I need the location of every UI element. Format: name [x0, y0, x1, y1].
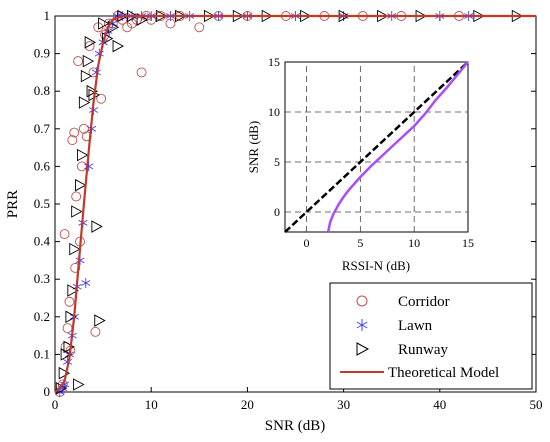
runway-point	[82, 54, 95, 68]
inset-x-tick-label: 15	[462, 236, 474, 250]
legend: Corridor Lawn Runway Theoretical Model	[329, 282, 533, 390]
runway-point	[86, 84, 98, 98]
y-tick-label: 0.7	[34, 121, 51, 136]
runway-point	[112, 39, 124, 53]
y-axis-label: PRR	[5, 190, 21, 218]
inset-x-axis-label: RSSI-N (dB)	[342, 258, 410, 273]
main-plot-marks	[54, 9, 536, 397]
inset-y-tick-label: 15	[268, 55, 280, 69]
inset-x-tick-label: 0	[304, 236, 310, 250]
corridor-point	[71, 191, 82, 202]
runway-point	[84, 36, 97, 49]
y-tick-label: 0.1	[34, 346, 50, 361]
lawn-point	[81, 277, 91, 288]
runway-point	[73, 378, 85, 391]
x-tick-label: 20	[241, 397, 254, 412]
legend-symbol-runway	[356, 342, 370, 356]
runway-point	[65, 310, 77, 324]
inset-axis-ticks: 0 5 10 15 0 5 10 15	[268, 55, 474, 250]
legend-label-lawn: Lawn	[398, 318, 433, 334]
runway-point	[117, 9, 129, 23]
runway-point	[63, 340, 75, 354]
inset-y-tick-label: 0	[274, 205, 280, 219]
corridor-point	[194, 22, 205, 33]
y-tick-label: 0.8	[34, 83, 50, 98]
x-tick-label: 50	[530, 397, 543, 412]
runway-point	[71, 205, 83, 218]
corridor-point	[67, 135, 78, 146]
inset-y-tick-label: 10	[268, 105, 280, 119]
runway-point	[101, 32, 114, 45]
inset-reference-line	[284, 61, 469, 233]
runway-point	[80, 69, 93, 83]
runway-point	[75, 178, 87, 192]
legend-label-theoretical-model: Theoretical Model	[388, 365, 499, 381]
y-tick-label: 0.3	[34, 271, 50, 286]
runway-point	[69, 242, 81, 256]
y-tick-label: 0.5	[34, 196, 50, 211]
corridor-point	[78, 123, 89, 134]
runway-point	[76, 148, 89, 162]
inset-x-tick-label: 5	[357, 236, 363, 250]
corridor-point	[70, 262, 81, 273]
theoretical-model-line	[54, 14, 536, 393]
corridor-point	[90, 326, 101, 337]
corridor-point	[64, 296, 75, 307]
y-tick-label: 0.9	[34, 46, 50, 61]
runway-point	[78, 96, 91, 109]
y-tick-label: 1	[44, 8, 51, 23]
runway-point	[67, 284, 79, 297]
corridor-point	[69, 127, 80, 138]
runway-point	[91, 220, 103, 233]
legend-label-corridor: Corridor	[398, 294, 450, 310]
inset-x-tick-label: 10	[408, 236, 420, 250]
inset-y-axis-label: SNR (dB)	[246, 121, 261, 173]
corridor-point	[73, 56, 84, 67]
corridor-point	[136, 67, 147, 78]
x-axis-label: SNR (dB)	[265, 418, 325, 434]
x-tick-label: 0	[52, 397, 59, 412]
legend-symbol-corridor	[356, 295, 368, 307]
y-tick-label: 0	[44, 384, 51, 399]
corridor-point	[59, 229, 70, 240]
x-tick-label: 10	[145, 397, 158, 412]
inset-plot-marks	[284, 61, 469, 233]
inset-measured-curve	[326, 61, 469, 233]
runway-point	[98, 17, 110, 30]
inset-plot: 0 5 10 15 0 5 10 15 RSSI-N (dB) SNR (dB)	[246, 55, 474, 273]
y-tick-label: 0.2	[34, 309, 50, 324]
inset-y-tick-label: 5	[274, 155, 280, 169]
x-tick-label: 40	[433, 397, 446, 412]
x-tick-label: 30	[337, 397, 350, 412]
y-tick-label: 0.6	[34, 158, 51, 173]
y-tick-label: 0.4	[34, 234, 51, 249]
legend-symbol-lawn	[356, 319, 368, 331]
runway-point	[58, 366, 71, 380]
runway-point	[94, 314, 106, 327]
legend-label-runway: Runway	[398, 342, 448, 358]
corridor-point	[96, 93, 107, 104]
